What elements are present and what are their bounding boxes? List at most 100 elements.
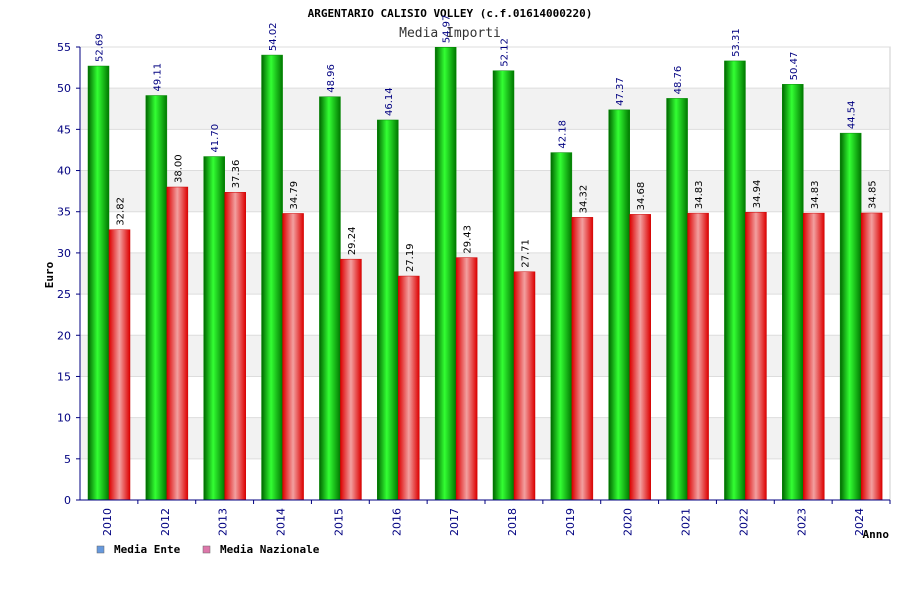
value-label-media-ente-2024: 44.54 <box>847 101 858 130</box>
bar-media-nazionale-2020 <box>629 214 651 501</box>
y-tick-label: 35 <box>57 206 71 219</box>
x-tick-label-2017: 2017 <box>448 508 461 536</box>
value-label-media-nazionale-2010: 32.82 <box>116 197 127 226</box>
x-tick-label-2010: 2010 <box>101 508 114 536</box>
value-label-media-nazionale-2016: 27.19 <box>405 243 416 272</box>
plot-band <box>80 252 890 295</box>
value-label-media-nazionale-2021: 34.83 <box>694 180 705 209</box>
value-label-media-ente-2023: 50.47 <box>789 52 800 81</box>
bar-media-ente-2018 <box>492 70 515 501</box>
bar-media-ente-2019 <box>550 152 573 501</box>
value-label-media-ente-2015: 48.96 <box>326 64 337 93</box>
bar-media-ente-2016 <box>377 119 399 501</box>
chart-subtitle: Media Importi <box>399 26 501 41</box>
bar-media-ente-2012 <box>145 95 168 501</box>
value-label-media-ente-2018: 52.12 <box>500 38 511 67</box>
chart-title: ARGENTARIO CALISIO VOLLEY (c.f.016140002… <box>308 7 593 20</box>
x-tick-label-2013: 2013 <box>217 508 230 536</box>
bar-media-ente-2014 <box>261 54 283 501</box>
legend-label-media-ente: Media Ente <box>114 543 181 556</box>
plot-band <box>80 417 890 459</box>
bar-media-nazionale-2017 <box>455 257 478 501</box>
bar-media-nazionale-2015 <box>340 258 362 501</box>
bar-media-ente-2020 <box>608 109 630 501</box>
y-tick-label: 40 <box>57 165 71 178</box>
bar-media-nazionale-2024 <box>860 212 883 501</box>
value-label-media-ente-2010: 52.69 <box>95 33 106 62</box>
value-label-media-nazionale-2019: 34.32 <box>578 185 589 214</box>
value-label-media-nazionale-2017: 29.43 <box>463 225 474 254</box>
value-label-media-ente-2014: 54.02 <box>268 22 279 51</box>
bar-media-ente-2010 <box>87 65 110 501</box>
bar-media-nazionale-2016 <box>398 275 420 501</box>
y-tick-label: 30 <box>57 247 71 260</box>
value-label-media-ente-2021: 48.76 <box>673 66 684 95</box>
bars-group <box>87 46 883 501</box>
x-axis-label: Anno <box>863 528 890 541</box>
plot-background <box>79 46 891 501</box>
y-tick-label: 15 <box>57 370 71 383</box>
x-tick-label-2014: 2014 <box>275 508 288 536</box>
y-tick-label: 10 <box>57 412 71 425</box>
value-label-media-nazionale-2013: 37.36 <box>231 160 242 189</box>
legend-swatch-media-ente <box>96 545 105 554</box>
value-label-media-ente-2013: 41.70 <box>210 124 221 153</box>
plot-band <box>80 211 890 253</box>
bar-media-ente-2024 <box>839 132 862 501</box>
x-tick-label-2021: 2021 <box>680 508 693 536</box>
x-tick-label-2024: 2024 <box>853 508 866 536</box>
value-label-media-ente-2022: 53.31 <box>731 28 742 57</box>
y-axis-label: Euro <box>43 261 56 288</box>
y-tick-label: 20 <box>57 329 71 342</box>
value-label-media-ente-2012: 49.11 <box>152 63 163 92</box>
plot-band <box>80 129 890 171</box>
x-tick-label-2022: 2022 <box>737 508 750 536</box>
bar-media-nazionale-2023 <box>803 212 825 501</box>
value-label-media-ente-2020: 47.37 <box>615 77 626 106</box>
plot-band <box>80 47 890 89</box>
value-label-media-nazionale-2014: 34.79 <box>289 181 300 210</box>
bar-media-nazionale-2021 <box>687 212 709 501</box>
bar-media-nazionale-2010 <box>108 229 131 501</box>
bar-media-ente-2015 <box>319 96 341 501</box>
x-axis-ticks: 2010 2012 2013 2014 2015 2016 2017 2018 2019 2020… <box>101 500 891 536</box>
x-tick-label-2023: 2023 <box>795 508 808 536</box>
value-label-media-nazionale-2015: 29.24 <box>347 227 358 256</box>
bar-media-nazionale-2012 <box>166 186 189 501</box>
x-tick-label-2012: 2012 <box>159 508 172 536</box>
value-label-media-nazionale-2018: 27.71 <box>521 239 532 268</box>
value-label-media-ente-2016: 46.14 <box>384 87 395 116</box>
plot-band <box>80 294 890 336</box>
plot-band <box>80 335 890 377</box>
value-label-media-nazionale-2023: 34.83 <box>810 180 821 209</box>
plot-band <box>80 376 890 418</box>
y-tick-label: 0 <box>64 494 71 507</box>
legend-swatch-media-nazionale <box>202 545 211 554</box>
bar-media-nazionale-2018 <box>513 271 536 501</box>
plot-band <box>80 88 890 130</box>
bar-media-nazionale-2019 <box>571 217 594 501</box>
y-tick-label: 25 <box>57 288 71 301</box>
y-tick-label: 55 <box>57 41 71 54</box>
bar-media-ente-2013 <box>203 156 225 501</box>
bar-media-ente-2022 <box>724 60 746 501</box>
bar-media-ente-2021 <box>666 98 688 501</box>
x-tick-label-2019: 2019 <box>564 508 577 536</box>
value-label-media-nazionale-2012: 38.00 <box>173 154 184 183</box>
value-label-media-nazionale-2022: 34.94 <box>752 180 763 209</box>
bar-media-ente-2017 <box>434 46 457 501</box>
value-labels-group: 52.69 32.82 49.11 38.00 41.70 37.36 54.02 34.79… <box>95 15 879 272</box>
plot-band <box>80 170 890 212</box>
x-tick-label-2018: 2018 <box>506 508 519 536</box>
bar-media-ente-2023 <box>782 84 804 501</box>
bar-media-nazionale-2014 <box>282 213 304 501</box>
value-label-media-nazionale-2020: 34.68 <box>636 182 647 211</box>
x-tick-label-2015: 2015 <box>332 508 345 536</box>
y-tick-label: 5 <box>64 453 71 466</box>
bar-media-nazionale-2013 <box>224 192 246 501</box>
y-tick-label: 45 <box>57 123 71 136</box>
legend: Media Ente Media Nazionale <box>96 543 320 556</box>
y-axis-ticks: 0 5 10 15 20 25 30 35 40 45 50 55 <box>57 41 80 507</box>
legend-label-media-nazionale: Media Nazionale <box>220 543 320 556</box>
